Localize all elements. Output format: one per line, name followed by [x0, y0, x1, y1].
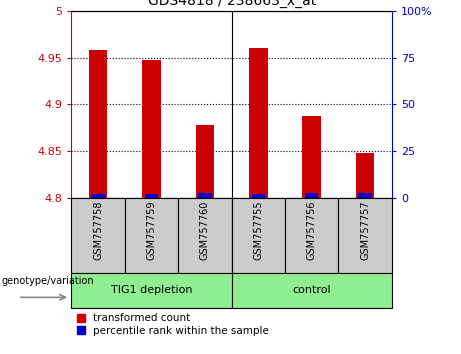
Text: GSM757758: GSM757758 — [93, 200, 103, 260]
Text: GSM757759: GSM757759 — [147, 200, 157, 260]
Bar — [338, 198, 392, 273]
Text: GSM757756: GSM757756 — [307, 200, 317, 260]
Text: GSM757755: GSM757755 — [254, 200, 263, 260]
Title: GDS4818 / 238663_x_at: GDS4818 / 238663_x_at — [148, 0, 316, 8]
Text: GSM757760: GSM757760 — [200, 200, 210, 260]
Text: genotype/variation: genotype/variation — [1, 276, 94, 286]
Bar — [178, 198, 231, 273]
Text: GSM757757: GSM757757 — [360, 200, 370, 260]
Bar — [142, 60, 161, 198]
Bar — [231, 273, 392, 308]
Text: control: control — [292, 285, 331, 295]
Bar — [145, 194, 158, 198]
Bar — [356, 153, 374, 198]
Bar — [91, 194, 105, 198]
Bar — [302, 116, 321, 198]
Bar — [252, 194, 265, 198]
Bar — [305, 193, 319, 198]
Bar — [198, 193, 212, 198]
Bar — [125, 198, 178, 273]
Text: TIG1 depletion: TIG1 depletion — [111, 285, 192, 295]
Bar — [359, 193, 372, 198]
Bar — [231, 198, 285, 273]
Bar — [285, 198, 338, 273]
Bar — [89, 50, 107, 198]
Bar — [195, 125, 214, 198]
Bar — [71, 198, 125, 273]
Bar — [249, 48, 268, 198]
Bar — [71, 273, 231, 308]
Legend: transformed count, percentile rank within the sample: transformed count, percentile rank withi… — [77, 313, 269, 336]
